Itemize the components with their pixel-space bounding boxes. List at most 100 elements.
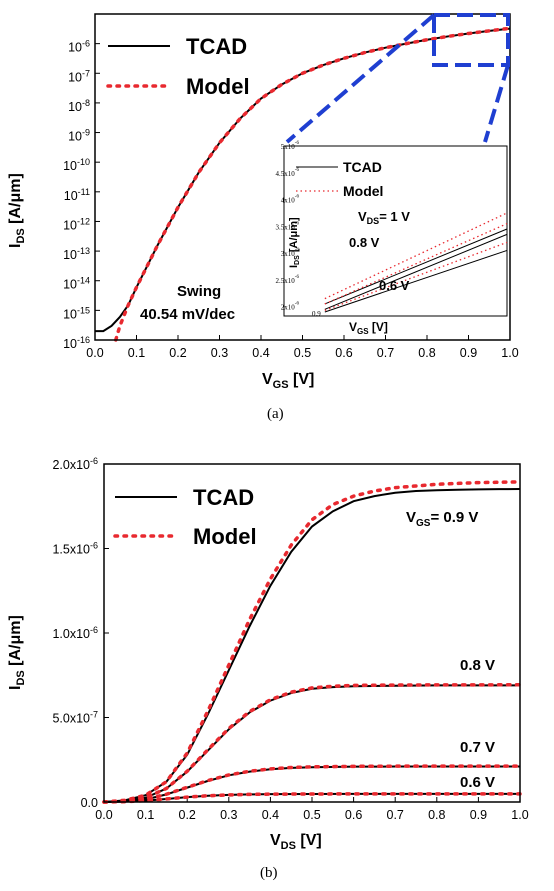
curve-label-08v: 0.8 V bbox=[460, 657, 495, 674]
panel-b-y-tick-label: 2.0x10-6 bbox=[52, 456, 98, 472]
panel-b-x-tick-label: 0.9 bbox=[470, 808, 487, 822]
legend-b-tcad-label: TCAD bbox=[193, 485, 254, 510]
panel-a-y-tick-label: 10-7 bbox=[68, 68, 90, 84]
panel-b-x-tick-label: 0.5 bbox=[303, 808, 320, 822]
panel-a-chart: 0.0 0.1 0.2 0.3 0.4 0.5 0.6 0.7 0.8 0.9 1.0 10-161… bbox=[7, 13, 519, 422]
inset-x-tick-label: 0.9 bbox=[312, 310, 321, 318]
inset-legend-tcad-label: TCAD bbox=[343, 159, 382, 175]
panel-a-y-tick-label: 10-11 bbox=[64, 187, 90, 203]
panel-b-x-tick-label: 0.2 bbox=[179, 808, 196, 822]
panel-b-y-tick-label: 1.5x10-6 bbox=[52, 541, 98, 557]
inset-y-axis-label: IDS [A/μm] bbox=[288, 217, 301, 268]
panel-a-x-tick-label: 0.2 bbox=[169, 346, 186, 360]
panel-a-x-tick-label: 0.3 bbox=[211, 346, 228, 360]
inset-x-axis-label: VGS [V] bbox=[349, 320, 388, 336]
panel-b-legend: TCAD Model bbox=[113, 485, 257, 549]
inset-y-tick-label: 5x10-6 bbox=[281, 140, 300, 151]
panel-b-y-tick-labels: 0.0 5.0x10-7 1.0x10-6 1.5x10-6 2.0x10-6 bbox=[52, 456, 98, 810]
zoom-connector-right bbox=[483, 64, 510, 143]
panel-a-x-tick-label: 0.5 bbox=[294, 346, 311, 360]
panel-b-plot-area bbox=[102, 463, 522, 804]
curve-label-07v: 0.7 V bbox=[460, 739, 495, 756]
panel-b-series-tcad-0-9-v-line bbox=[103, 488, 521, 803]
inset-y-tick-label: 3.5x10-6 bbox=[276, 220, 300, 231]
swing-annotation-title: Swing bbox=[177, 283, 221, 300]
zoom-highlight bbox=[285, 13, 510, 144]
inset-series-model-1v bbox=[324, 212, 508, 300]
legend-model-label: Model bbox=[186, 74, 250, 99]
swing-annotation-value: 40.54 mV/dec bbox=[140, 306, 235, 323]
panel-a-y-tick-label: 10-13 bbox=[63, 246, 90, 262]
panel-b-x-tick-label: 0.8 bbox=[428, 808, 445, 822]
inset-y-tick-label: 3x10-6 bbox=[281, 247, 300, 258]
panel-a-legend: TCAD Model bbox=[106, 34, 250, 99]
panel-a-x-tick-label: 0.1 bbox=[128, 346, 145, 360]
panel-a-x-axis-label: VGS [V] bbox=[262, 371, 314, 391]
inset-y-tick-label: 4x10-6 bbox=[281, 194, 300, 205]
panel-a-y-tick-labels: 10-16 10-15 10-14 10-13 10-12 10-11 10-10 10-9 1… bbox=[63, 39, 90, 351]
panel-b-x-tick-labels: 0.0 0.1 0.2 0.3 0.4 0.5 0.6 0.7 0.8 0.9 1.0 bbox=[95, 808, 528, 822]
panel-b-caption: (b) bbox=[260, 865, 278, 881]
panel-a-x-tick-label: 0.6 bbox=[335, 346, 352, 360]
legend-b-model-label: Model bbox=[193, 524, 257, 549]
inset-label-vds-1v: VDS= 1 V bbox=[358, 209, 410, 226]
inset-label-vds-06v: 0.6 V bbox=[379, 278, 410, 293]
inset-y-tick-label: 2.5x10-6 bbox=[276, 274, 300, 285]
inset-series-tcad-1v bbox=[324, 228, 508, 305]
panel-a-y-tick-label: 10-10 bbox=[63, 157, 90, 173]
panel-b-x-tick-label: 0.6 bbox=[345, 808, 362, 822]
panel-a-x-tick-label: 0.8 bbox=[418, 346, 435, 360]
inset-y-tick-labels: 5x10-6 4.5x10-6 4x10-6 3.5x10-6 3x10-6 2.5x10… bbox=[276, 140, 300, 312]
panel-b-series-tcad-0-7-v-line bbox=[103, 765, 520, 803]
panel-a-y-tick-label: 10-15 bbox=[63, 305, 90, 321]
panel-a-y-tick-label: 10-9 bbox=[68, 128, 90, 144]
panel-b-x-tick-label: 0.4 bbox=[262, 808, 279, 822]
panel-b-x-tick-label: 0.0 bbox=[95, 808, 112, 822]
panel-b-chart: 0.0 0.1 0.2 0.3 0.4 0.5 0.6 0.7 0.8 0.9 1.0 0.0 5.0… bbox=[7, 456, 529, 881]
panel-b-y-tick-label: 5.0x10-7 bbox=[52, 710, 98, 726]
curve-label-vgs-09v: VGS= 0.9 V bbox=[406, 509, 478, 529]
panel-b-frame bbox=[103, 463, 521, 803]
inset-series-model-06v bbox=[324, 241, 508, 312]
panel-b-y-tick-label: 0.0 bbox=[81, 796, 98, 810]
panel-a-x-tick-labels: 0.0 0.1 0.2 0.3 0.4 0.5 0.6 0.7 0.8 0.9 1.0 bbox=[86, 346, 518, 360]
panel-b-y-axis-label: IDS [A/μm] bbox=[7, 615, 27, 690]
panel-a-x-tick-label: 0.7 bbox=[377, 346, 394, 360]
legend-tcad-label: TCAD bbox=[186, 34, 247, 59]
inset-plot-lines bbox=[324, 212, 508, 313]
panel-a-y-axis-label: IDS [A/μm] bbox=[7, 173, 27, 248]
panel-a-x-tick-label: 0.0 bbox=[86, 346, 103, 360]
inset-label-vds-08v: 0.8 V bbox=[349, 235, 380, 250]
inset-y-tick-label: 2x10-6 bbox=[281, 301, 300, 312]
zoom-region-box bbox=[432, 13, 510, 67]
inset-series-tcad-08v bbox=[324, 233, 508, 310]
panel-a-y-tick-label: 10-12 bbox=[63, 216, 90, 232]
panel-a-frame bbox=[94, 13, 511, 341]
panel-a-x-tick-label: 0.9 bbox=[460, 346, 477, 360]
panel-b-series-model-0-7-v-line bbox=[102, 764, 522, 804]
panel-b-x-tick-label: 0.7 bbox=[387, 808, 404, 822]
panel-a-x-tick-label: 0.4 bbox=[252, 346, 269, 360]
panel-a-x-tick-label: 1.0 bbox=[501, 346, 518, 360]
panel-a-y-tick-label: 10-14 bbox=[63, 276, 90, 292]
curve-label-06v: 0.6 V bbox=[460, 774, 495, 791]
panel-a-caption: (a) bbox=[267, 406, 284, 422]
inset-series-tcad-06v bbox=[324, 249, 508, 313]
panel-a-y-tick-label: 10-8 bbox=[68, 98, 90, 114]
panel-b-x-axis-label: VDS [V] bbox=[270, 832, 322, 852]
panel-a-y-tick-label: 10-16 bbox=[63, 335, 90, 351]
panel-b-x-tick-label: 0.3 bbox=[220, 808, 237, 822]
panel-a-y-tick-label: 10-6 bbox=[68, 39, 90, 55]
panel-b-series-model-0-9-v-line bbox=[102, 480, 522, 804]
panel-b-y-tick-label: 1.0x10-6 bbox=[52, 625, 98, 641]
panel-b-x-tick-label: 0.1 bbox=[137, 808, 154, 822]
zoom-connector-left bbox=[285, 13, 436, 144]
panel-b-x-tick-label: 1.0 bbox=[511, 808, 528, 822]
inset-chart: 5x10-6 4.5x10-6 4x10-6 3.5x10-6 3x10-6 2.5x10… bbox=[276, 140, 508, 336]
inset-series-model-08v bbox=[324, 223, 508, 305]
inset-legend-model-label: Model bbox=[343, 183, 383, 199]
panel-b-series-model-0-6-v-line bbox=[102, 792, 522, 804]
inset-y-tick-label: 4.5x10-6 bbox=[276, 167, 300, 178]
panel-b-series-model-0-8-v-line bbox=[102, 682, 522, 804]
